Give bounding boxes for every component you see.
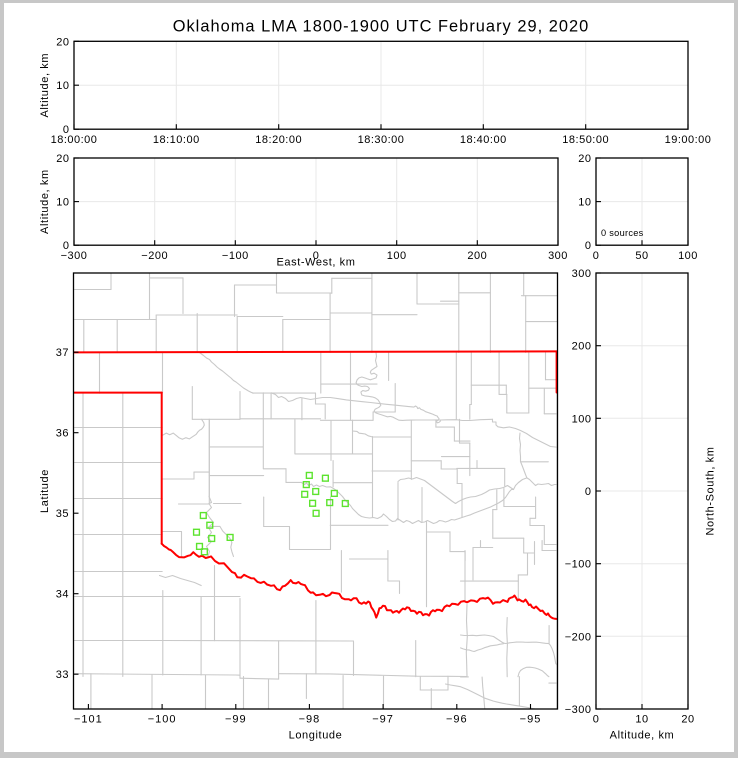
svg-text:10: 10	[578, 197, 591, 209]
svg-text:19:00:00: 19:00:00	[665, 134, 712, 146]
svg-text:18:20:00: 18:20:00	[255, 134, 302, 146]
svg-text:0: 0	[593, 714, 600, 726]
svg-text:20: 20	[56, 153, 69, 165]
svg-text:100: 100	[678, 250, 698, 262]
svg-text:18:50:00: 18:50:00	[562, 134, 609, 146]
svg-text:0 sources: 0 sources	[601, 228, 644, 238]
svg-text:20: 20	[578, 153, 591, 165]
svg-text:−101: −101	[74, 714, 103, 726]
svg-text:300: 300	[572, 268, 592, 280]
svg-text:0: 0	[313, 250, 320, 262]
svg-text:10: 10	[635, 714, 648, 726]
svg-text:Longitude: Longitude	[289, 730, 343, 742]
svg-text:−98: −98	[299, 714, 321, 726]
svg-text:Oklahoma LMA 1800-1900 UTC Feb: Oklahoma LMA 1800-1900 UTC February 29, …	[173, 18, 590, 36]
svg-text:200: 200	[467, 250, 487, 262]
svg-text:34: 34	[56, 589, 69, 601]
svg-text:−100: −100	[565, 559, 592, 571]
svg-text:Altitude, km: Altitude, km	[610, 730, 675, 742]
svg-text:−300: −300	[565, 704, 592, 716]
svg-text:18:40:00: 18:40:00	[460, 134, 507, 146]
svg-text:Altitude, km: Altitude, km	[39, 53, 51, 118]
svg-text:50: 50	[635, 250, 648, 262]
svg-text:0: 0	[63, 124, 70, 136]
svg-text:−300: −300	[61, 250, 88, 262]
svg-text:−99: −99	[225, 714, 247, 726]
svg-text:−97: −97	[372, 714, 394, 726]
svg-text:0: 0	[585, 486, 592, 498]
svg-text:−96: −96	[446, 714, 468, 726]
svg-text:Latitude: Latitude	[39, 469, 51, 513]
svg-text:18:30:00: 18:30:00	[358, 134, 405, 146]
svg-text:100: 100	[572, 413, 592, 425]
svg-text:Altitude, km: Altitude, km	[39, 169, 51, 234]
svg-text:North-South, km: North-South, km	[704, 446, 716, 535]
svg-text:36: 36	[56, 428, 69, 440]
svg-text:10: 10	[56, 80, 69, 92]
svg-text:0: 0	[63, 240, 70, 252]
svg-text:−95: −95	[520, 714, 542, 726]
svg-text:−100: −100	[148, 714, 177, 726]
svg-text:100: 100	[387, 250, 407, 262]
svg-text:0: 0	[585, 240, 592, 252]
svg-text:20: 20	[681, 714, 694, 726]
svg-text:−200: −200	[565, 631, 592, 643]
svg-text:33: 33	[56, 669, 69, 681]
svg-text:18:00:00: 18:00:00	[51, 134, 98, 146]
svg-text:18:10:00: 18:10:00	[153, 134, 200, 146]
svg-text:−100: −100	[222, 250, 249, 262]
svg-text:37: 37	[56, 347, 69, 359]
svg-text:East-West, km: East-West, km	[276, 257, 355, 269]
svg-text:200: 200	[572, 341, 592, 353]
svg-text:300: 300	[548, 250, 568, 262]
svg-text:−200: −200	[141, 250, 168, 262]
svg-text:0: 0	[593, 250, 600, 262]
svg-text:10: 10	[56, 197, 69, 209]
svg-text:35: 35	[56, 508, 69, 520]
svg-text:20: 20	[56, 36, 69, 48]
